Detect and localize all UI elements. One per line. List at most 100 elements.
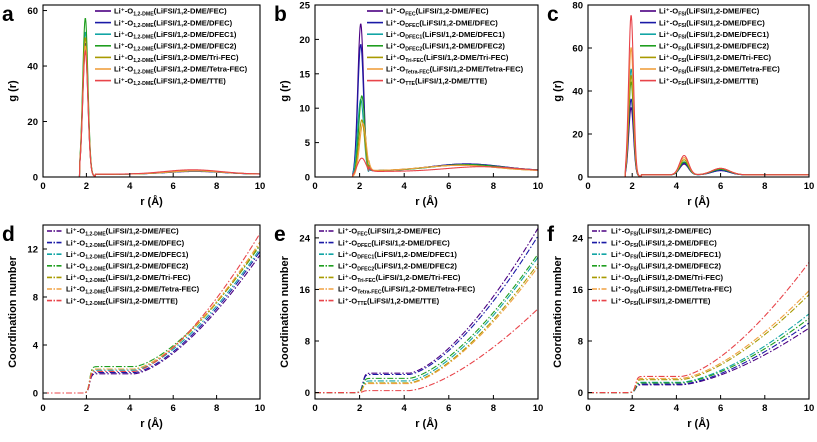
x-tick-label: 4: [127, 181, 133, 192]
legend-label: Li⁺-OFSI(LiFSI/1,2-DME/TTE): [611, 296, 711, 307]
legend-label: Li⁺-OFSI(LiFSI/1,2-DME/DFEC): [611, 238, 717, 249]
x-tick-label: 8: [214, 403, 219, 414]
legend-entry: Li⁺-O1,2-DME(LiFSI/1,2-DME/DFEC): [95, 18, 233, 29]
y-tick-label: 60: [572, 44, 583, 55]
x-tick-label: 4: [674, 403, 680, 414]
legend-label: Li⁺-OFSI(LiFSI/1,2-DME/TTE): [659, 76, 759, 87]
y-axis-title: g (r): [552, 80, 564, 102]
y-axis-title: Coordination number: [279, 255, 291, 368]
legend-label: Li⁺-O1,2-DME(LiFSI/1,2-DME/FEC): [114, 7, 227, 18]
legend-entry: Li⁺-O1,2-DME(LiFSI/1,2-DME/TTE): [95, 76, 226, 87]
legend-label: Li⁺-O1,2-DME(LiFSI/1,2-DME/Tetra-FEC): [66, 285, 200, 296]
series-line-TTE: [43, 233, 261, 394]
legend-entry: Li⁺-OTTE(LiFSI/1,2-DME/TTE): [367, 76, 488, 87]
series-line-DFEC2: [315, 94, 539, 178]
legend-label: Li⁺-OTetra-FEC(LiFSI/1,2-DME/Tetra-FEC): [386, 65, 524, 76]
x-tick-label: 8: [491, 181, 496, 192]
y-tick-label: 20: [27, 117, 38, 128]
legend-entry: Li⁺-O1,2-DME(LiFSI/1,2-DME/DFEC2): [95, 42, 237, 53]
x-axis-title: r (Å): [687, 417, 710, 430]
series-line-FEC: [588, 327, 810, 394]
legend-entry: Li⁺-OFSI(LiFSI/1,2-DME/Tri-FEC): [592, 273, 724, 284]
legend-label: Li⁺-OTTE(LiFSI/1,2-DME/TTE): [386, 76, 488, 87]
legend-entry: Li⁺-OFSI(LiFSI/1,2-DME/DFEC): [592, 238, 717, 249]
x-tick-label: 2: [630, 181, 635, 192]
series-line-DFEC: [315, 235, 539, 394]
legend-label: Li⁺-OFSI(LiFSI/1,2-DME/FEC): [611, 227, 712, 238]
x-tick-label: 4: [402, 403, 408, 414]
y-axis-title: Coordination number: [7, 255, 19, 368]
legend-label: Li⁺-O1,2-DME(LiFSI/1,2-DME/DFEC1): [114, 30, 237, 41]
legend-entry: Li⁺-ODFEC1(LiFSI/1,2-DME/DFEC1): [367, 30, 505, 41]
chart-d: d 0 2 4 6 8 10 0 4 8 12 r (Å) Coordination number Li⁺…: [2, 223, 265, 430]
chart-c: c 0 2 4 6 8 10 0 20 40 60 80 r (Å) g (r) Li⁺-OFSI(LiFS…: [547, 1, 814, 209]
y-tick-label: 0: [578, 173, 583, 184]
x-tick-label: 10: [255, 403, 266, 414]
legend-entry: Li⁺-O1,2-DME(LiFSI/1,2-DME/DFEC2): [47, 262, 189, 272]
chart-b: b 0 2 4 6 8 10 0 5 10 15 20 25 r (Å) g (r) Li⁺-OFEC(LiF…: [274, 1, 543, 209]
legend-entry: Li⁺-OTTE(LiFSI/1,2-DME/TTE): [319, 296, 440, 307]
legend-label: Li⁺-OFSI(LiFSI/1,2-DME/Tri-FEC): [611, 273, 724, 284]
panel-letter: c: [547, 3, 559, 26]
legend-label: Li⁺-OFSI(LiFSI/1,2-DME/DFEC2): [611, 262, 721, 273]
x-axis-title: r (Å): [415, 195, 438, 208]
x-tick-label: 2: [630, 403, 635, 414]
x-tick-label: 0: [585, 181, 590, 192]
legend-label: Li⁺-O1,2-DME(LiFSI/1,2-DME/TTE): [66, 296, 178, 307]
legend-entry: Li⁺-OTetra-FEC(LiFSI/1,2-DME/Tetra-FEC): [319, 285, 476, 296]
y-axis-title: g (r): [7, 80, 19, 102]
legend-label: Li⁺-O1,2-DME(LiFSI/1,2-DME/DFEC): [114, 18, 233, 29]
y-tick-label: 40: [572, 87, 583, 98]
y-tick-label: 10: [299, 104, 310, 115]
legend-entry: Li⁺-OFSI(LiFSI/1,2-DME/Tri-FEC): [640, 53, 772, 64]
y-tick-label: 0: [578, 388, 583, 399]
y-tick-label: 12: [27, 245, 38, 256]
y-tick-label: 5: [305, 138, 311, 149]
series-line-TetraFEC: [315, 122, 539, 178]
legend-entry: Li⁺-OTri-FEC(LiFSI/1,2-DME/Tri-FEC): [367, 53, 509, 64]
y-tick-label: 20: [572, 130, 583, 141]
legend-label: Li⁺-OFSI(LiFSI/1,2-DME/DFEC2): [659, 42, 769, 53]
legend-entry: Li⁺-OFSI(LiFSI/1,2-DME/DFEC): [640, 18, 765, 29]
y-tick-label: 80: [572, 1, 583, 12]
legend-entry: Li⁺-ODFEC2(LiFSI/1,2-DME/DFEC2): [319, 262, 457, 273]
plot-frame: [42, 224, 261, 400]
legend-label: Li⁺-OFSI(LiFSI/1,2-DME/Tetra-FEC): [659, 65, 780, 76]
series-line-DFEC1: [588, 68, 809, 178]
x-tick-label: 10: [804, 403, 815, 414]
legend-label: Li⁺-O1,2-DME(LiFSI/1,2-DME/DFEC): [66, 238, 185, 249]
x-tick-label: 8: [214, 181, 219, 192]
legend-entry: Li⁺-OTri-FEC(LiFSI/1,2-DME/Tri-FEC): [319, 273, 461, 284]
legend-label: Li⁺-OTetra-FEC(LiFSI/1,2-DME/Tetra-FEC): [338, 285, 476, 296]
y-tick-label: 60: [27, 6, 38, 17]
legend-label: Li⁺-O1,2-DME(LiFSI/1,2-DME/Tetra-FEC): [114, 65, 248, 76]
series-line-DFEC1: [315, 99, 539, 178]
x-tick-label: 0: [312, 403, 317, 414]
y-tick-label: 25: [299, 1, 310, 12]
x-tick-label: 10: [533, 181, 544, 192]
x-tick-label: 6: [171, 181, 176, 192]
y-tick-label: 0: [33, 389, 38, 400]
y-tick-label: 20: [299, 35, 310, 46]
y-tick-label: 0: [305, 388, 310, 399]
legend-entry: Li⁺-O1,2-DME(LiFSI/1,2-DME/DFEC1): [95, 30, 237, 41]
x-tick-label: 2: [357, 403, 362, 414]
legend-label: Li⁺-ODFEC(LiFSI/1,2-DME/DFEC): [338, 238, 450, 249]
y-tick-label: 24: [572, 233, 583, 244]
legend-label: Li⁺-OFSI(LiFSI/1,2-DME/DFEC1): [611, 250, 721, 261]
x-axis-title: r (Å): [415, 417, 438, 430]
legend-label: Li⁺-ODFEC2(LiFSI/1,2-DME/DFEC2): [338, 262, 457, 273]
y-tick-label: 8: [305, 337, 310, 348]
series-line-TriFEC: [588, 75, 809, 178]
x-tick-label: 0: [40, 403, 45, 414]
y-tick-label: 24: [299, 233, 310, 244]
legend-label: Li⁺-OFSI(LiFSI/1,2-DME/Tri-FEC): [659, 53, 772, 64]
legend-label: Li⁺-OFEC(LiFSI/1,2-DME/FEC): [386, 7, 489, 18]
x-tick-label: 2: [357, 181, 362, 192]
series-line-TTE: [588, 15, 809, 178]
legend-label: Li⁺-O1,2-DME(LiFSI/1,2-DME/DFEC2): [114, 42, 237, 53]
y-tick-label: 0: [33, 173, 38, 184]
legend-entry: Li⁺-OFSI(LiFSI/1,2-DME/DFEC1): [592, 250, 721, 261]
